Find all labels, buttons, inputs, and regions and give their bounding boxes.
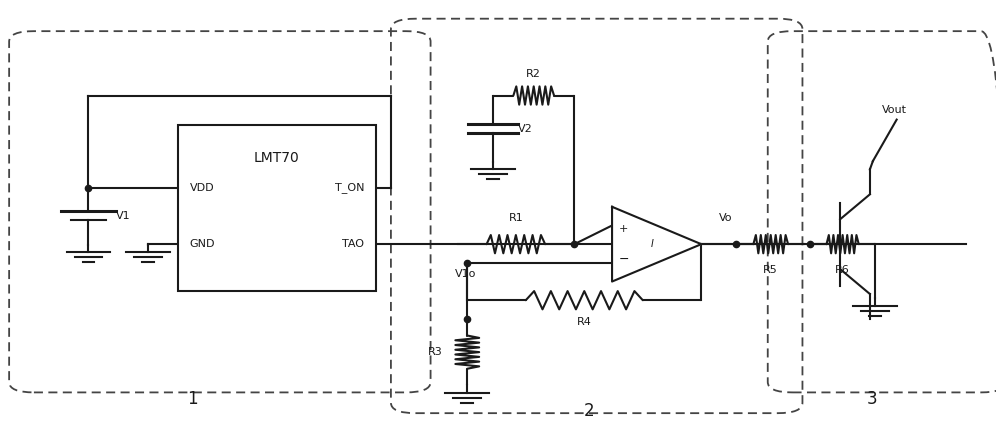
Text: R6: R6 bbox=[835, 265, 850, 275]
Bar bbox=[178, 124, 376, 291]
Text: T_ON: T_ON bbox=[335, 182, 364, 193]
Polygon shape bbox=[612, 207, 701, 282]
Text: V1: V1 bbox=[116, 211, 131, 221]
Text: +: + bbox=[619, 224, 629, 234]
Text: R4: R4 bbox=[577, 317, 592, 327]
Text: 2: 2 bbox=[584, 402, 595, 420]
Text: V1o: V1o bbox=[455, 269, 476, 279]
Text: I: I bbox=[650, 239, 653, 249]
Text: −: − bbox=[619, 253, 629, 266]
Text: 3: 3 bbox=[867, 390, 877, 408]
Text: V2: V2 bbox=[518, 124, 533, 134]
Text: R1: R1 bbox=[508, 213, 523, 223]
Text: TAO: TAO bbox=[342, 239, 364, 249]
Text: 1: 1 bbox=[187, 390, 198, 408]
Text: R5: R5 bbox=[763, 265, 778, 275]
Text: GND: GND bbox=[190, 239, 215, 249]
Text: R2: R2 bbox=[526, 69, 541, 79]
Text: VDD: VDD bbox=[190, 183, 214, 193]
Text: R3: R3 bbox=[428, 347, 442, 357]
Text: Vout: Vout bbox=[882, 106, 907, 115]
Text: LMT70: LMT70 bbox=[254, 151, 300, 165]
Text: Vo: Vo bbox=[719, 213, 733, 223]
